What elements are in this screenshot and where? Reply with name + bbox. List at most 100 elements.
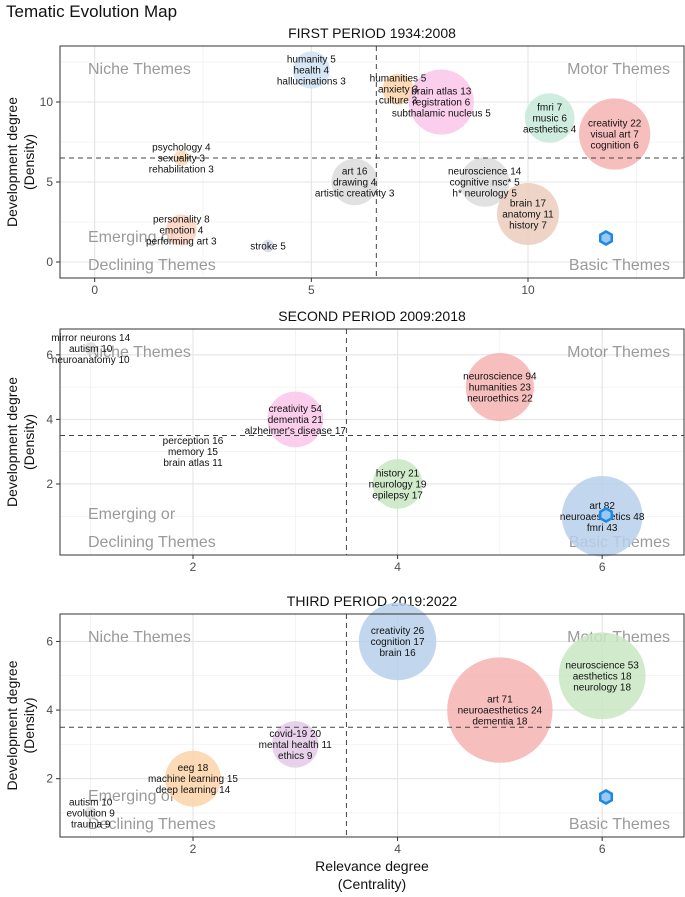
cluster-label-3-1: mental health 11 (259, 740, 333, 751)
cluster-label-2-1: neuroaesthetics 24 (458, 706, 543, 717)
cluster-label-3-0: fmri 7 (537, 103, 562, 114)
cluster-label-2-0: brain atlas 13 (411, 87, 471, 98)
y-tick-label: 6 (46, 634, 53, 648)
cluster-label-4-1: neurology 19 (369, 479, 427, 490)
cluster-bubble-9 (165, 214, 197, 246)
cluster-bubble-8 (497, 183, 559, 245)
cluster-label-1-0: neuroscience 94 (463, 372, 537, 383)
logo-cube-inner (601, 792, 611, 802)
x-tick-label: 10 (521, 283, 535, 297)
bibliometrix-cube-icon (599, 789, 613, 805)
panel-title: SECOND PERIOD 2009:2018 (278, 308, 466, 324)
cluster-label-2-2: dementia 18 (472, 717, 527, 728)
x-tick-label: 0 (91, 283, 98, 297)
bibliometrix-cube-icon (599, 507, 613, 523)
cluster-bubble-5 (84, 806, 97, 820)
quadrant-label-niche: Niche Themes (88, 61, 191, 78)
cluster-label-1-0: humanities 5 (370, 74, 427, 85)
quadrant-label-declining: Declining Themes (88, 816, 216, 833)
quadrant-label-emerging: Emerging or (88, 506, 176, 523)
cluster-label-5-2: trauma 9 (71, 819, 111, 830)
cluster-label-9-2: performing art 3 (146, 237, 217, 248)
x-tick-label: 6 (599, 560, 606, 574)
cluster-label-3-1: memory 15 (168, 447, 218, 458)
cluster-label-4-2: epilepsy 17 (372, 490, 423, 501)
x-tick-label: 6 (599, 842, 606, 856)
cluster-bubble-2 (447, 657, 553, 763)
y-tick-label: 2 (46, 772, 53, 786)
cluster-label-5-2: fmri 43 (587, 523, 618, 534)
cluster-label-8-0: brain 17 (510, 199, 547, 210)
cluster-label-1-1: anxiety 3 (378, 85, 418, 96)
cluster-label-5-0: psychology 4 (152, 143, 211, 154)
cluster-label-6-1: drawing 4 (333, 178, 377, 189)
cluster-label-3-2: brain atlas 11 (163, 458, 223, 469)
cluster-label-1-1: humanities 23 (469, 383, 532, 394)
panel-second-period: SECOND PERIOD 2009:2018 Niche Themes Motor… (4, 308, 685, 574)
panel-border (59, 328, 685, 556)
quadrant-label-niche: Niche Themes (88, 344, 191, 361)
cluster-label-5-1: evolution 9 (67, 808, 116, 819)
cluster-label-4-2: deep learning 14 (156, 785, 231, 796)
panel-border (59, 45, 685, 279)
cluster-bubble-0 (84, 342, 97, 355)
cluster-bubble-4 (372, 459, 423, 509)
panel-title: FIRST PERIOD 1934:2008 (288, 25, 456, 41)
cluster-label-9-1: emotion 4 (159, 226, 203, 237)
cluster-label-9-0: personality 8 (153, 215, 210, 226)
x-tick-label: 2 (190, 842, 197, 856)
quadrant-label-emerging: Emerging or (88, 788, 176, 805)
quadrant-label-motor: Motor Themes (567, 61, 670, 78)
cluster-label-0-1: cognition 17 (371, 637, 425, 648)
cluster-bubble-10 (261, 239, 275, 253)
cluster-label-2-1: registration 6 (412, 98, 470, 109)
y-axis-title: Development degree (4, 377, 20, 507)
panel-border (59, 613, 685, 838)
figure-title: Tematic Evolution Map (6, 2, 177, 21)
cluster-label-1-1: aesthetics 18 (573, 671, 632, 682)
x-axis-subtitle: (Centrality) (338, 876, 406, 892)
quadrant-label-emerging: Emerging or (88, 229, 176, 246)
cluster-label-1-2: culture 3 (379, 96, 418, 107)
quadrant-label-declining: Declining Themes (88, 534, 216, 551)
cluster-label-2-1: dementia 21 (268, 415, 323, 426)
x-tick-label: 4 (394, 842, 401, 856)
cluster-label-0-0: humanity 5 (287, 55, 336, 66)
quadrant-label-declining: Declining Themes (88, 257, 216, 274)
cluster-bubble-2 (267, 391, 324, 448)
cluster-bubble-1 (558, 632, 646, 720)
quadrant-label-motor: Motor Themes (567, 344, 670, 361)
y-tick-label: 4 (46, 703, 53, 717)
cluster-label-2-0: art 71 (487, 695, 513, 706)
cluster-label-6-0: art 16 (342, 167, 368, 178)
quadrant-label-basic: Basic Themes (569, 257, 670, 274)
cluster-label-1-0: neuroscience 53 (565, 660, 639, 671)
cluster-label-2-2: subthalamic nucleus 5 (392, 109, 491, 120)
cluster-label-7-0: neuroscience 14 (448, 167, 522, 178)
cluster-bubble-1 (382, 73, 414, 105)
cluster-label-1-2: neuroethics 22 (467, 394, 533, 405)
cluster-bubble-3 (272, 721, 319, 768)
y-tick-label: 0 (46, 255, 53, 269)
cluster-label-4-0: eeg 18 (178, 763, 209, 774)
quadrant-label-basic: Basic Themes (569, 816, 670, 833)
cluster-label-5-1: sexuality 3 (158, 154, 206, 165)
cluster-label-7-1: cognitive nsc* 5 (450, 178, 520, 189)
cluster-bubble-7 (459, 157, 510, 207)
cluster-label-0-1: health 4 (294, 66, 330, 77)
x-tick-label: 4 (394, 560, 401, 574)
cluster-bubble-4 (165, 750, 221, 807)
panel-title: THIRD PERIOD 2019:2022 (287, 593, 458, 609)
cluster-label-3-2: aesthetics 4 (523, 125, 577, 136)
cluster-label-2-0: creativity 54 (269, 404, 323, 415)
cluster-label-3-1: music 6 (532, 114, 567, 125)
y-tick-label: 6 (46, 348, 53, 362)
x-tick-label: 2 (190, 560, 197, 574)
cluster-label-4-1: machine learning 15 (148, 774, 238, 785)
cluster-label-1-2: neurology 18 (573, 682, 631, 693)
cluster-label-4-0: creativity 22 (588, 119, 642, 130)
cluster-label-3-0: covid-19 20 (269, 729, 321, 740)
cluster-label-10-0: stroke 5 (250, 242, 286, 253)
cluster-bubble-4 (579, 98, 651, 170)
y-axis-subtitle: (Density) (21, 414, 37, 470)
